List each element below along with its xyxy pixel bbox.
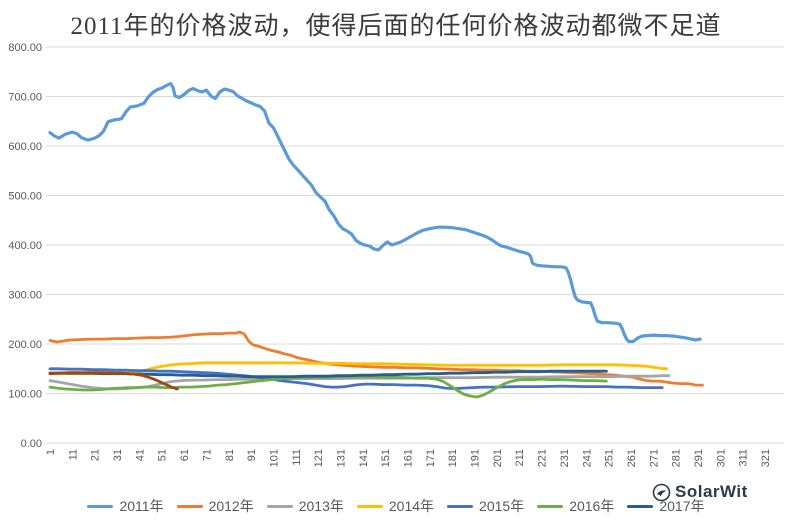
legend-label: 2016年 — [569, 498, 615, 514]
x-tick-label: 321 — [760, 449, 772, 467]
x-tick-label: 111 — [291, 449, 303, 466]
x-axis-labels: 1 11 21 31 41 51 61 71 81 91 101 111 121 131 141 151 161… — [45, 449, 772, 467]
legend-label: 2011年 — [119, 498, 164, 514]
legend-item-2014: 2014年 — [356, 496, 435, 516]
y-tick-label: 400.00 — [8, 240, 42, 252]
legend-item-2013: 2013年 — [266, 496, 344, 516]
x-tick-label: 281 — [671, 449, 683, 467]
gridlines — [46, 46, 784, 444]
x-tick-label: 161 — [403, 449, 415, 467]
x-tick-label: 241 — [581, 449, 593, 467]
x-tick-label: 101 — [268, 449, 280, 467]
x-tick-label: 191 — [470, 449, 482, 467]
y-tick-label: 0.00 — [21, 438, 42, 450]
series-2011 — [48, 81, 702, 344]
legend-label: 2013年 — [298, 498, 344, 514]
x-tick-label: 91 — [246, 449, 258, 461]
legend-swatch — [627, 504, 654, 508]
x-tick-label: 71 — [201, 449, 213, 461]
x-tick-label: 291 — [693, 449, 705, 467]
legend-label: 2012年 — [208, 498, 254, 514]
legend-swatch — [266, 504, 293, 508]
x-tick-label: 141 — [358, 449, 370, 467]
y-tick-label: 500.00 — [8, 191, 42, 203]
x-tick-label: 41 — [134, 449, 146, 461]
legend-item-2016: 2016年 — [537, 496, 614, 516]
y-tick-label: 800.00 — [8, 42, 42, 54]
y-axis-labels: 0.00 100.00 200.00 300.00 400.00 500.00 600.00… — [8, 42, 42, 450]
x-tick-label: 171 — [425, 449, 437, 467]
legend-item-2012: 2012年 — [176, 496, 254, 516]
series-2015 — [48, 367, 664, 391]
y-tick-label: 600.00 — [8, 141, 42, 153]
x-tick-label: 181 — [447, 449, 459, 467]
legend-label: 2015年 — [479, 498, 525, 514]
x-tick-label: 131 — [335, 449, 347, 467]
x-tick-label: 211 — [514, 449, 526, 467]
x-tick-label: 121 — [313, 449, 325, 467]
legend-swatch — [537, 504, 564, 508]
x-tick-label: 1 — [45, 449, 57, 455]
x-tick-label: 301 — [715, 449, 727, 467]
chart-title: 2011年的价格波动，使得后面的任何价格波动都微不足道 — [70, 13, 722, 40]
x-tick-label: 151 — [380, 449, 392, 467]
x-tick-label: 31 — [112, 449, 124, 461]
x-tick-label: 61 — [179, 449, 191, 461]
x-tick-label: 261 — [626, 449, 638, 467]
legend-swatch — [87, 504, 114, 508]
series-unlabeled — [48, 371, 179, 391]
legend-label: 2014年 — [388, 498, 435, 514]
x-tick-label: 221 — [537, 449, 549, 467]
legend-item-2015: 2015年 — [447, 496, 524, 516]
legend-swatch — [447, 504, 474, 508]
legend-label: 2017年 — [659, 498, 705, 514]
legend-item-2011: 2011年 — [87, 496, 164, 516]
x-tick-label: 21 — [90, 449, 102, 461]
x-tick-label: 81 — [224, 449, 236, 461]
x-tick-label: 51 — [157, 449, 169, 461]
x-tick-label: 231 — [559, 449, 571, 467]
legend-swatch — [356, 504, 383, 508]
legend-item-2017: 2017年 — [627, 496, 705, 516]
legend: 2011年 2012年 2013年 2014年 2015年 2016年 2017年 — [0, 496, 792, 516]
x-tick-label: 11 — [67, 449, 79, 460]
y-tick-label: 300.00 — [8, 290, 42, 302]
legend-swatch — [176, 504, 203, 508]
y-tick-label: 700.00 — [8, 92, 42, 104]
x-tick-label: 311 — [738, 449, 750, 467]
x-tick-label: 271 — [648, 449, 660, 467]
y-tick-label: 100.00 — [8, 389, 42, 401]
y-tick-label: 200.00 — [8, 339, 42, 351]
x-tick-label: 251 — [604, 449, 616, 467]
x-tick-label: 201 — [492, 449, 504, 467]
